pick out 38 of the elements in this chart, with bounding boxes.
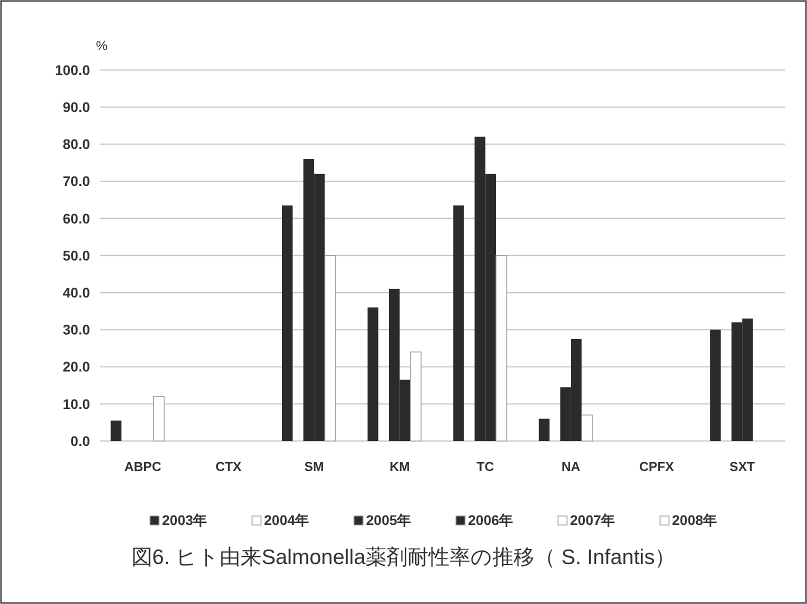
x-tick-label: CPFX [639,459,674,474]
y-tick-label: 80.0 [62,136,90,152]
y-tick-label: 20.0 [62,358,90,375]
bar [538,418,550,441]
legend-label: 2003年 [162,512,208,528]
legend-label: 2008年 [672,512,718,528]
y-tick-label: 90.0 [62,99,90,115]
bar [453,205,464,441]
bar [153,396,165,442]
y-tick-label: 30.0 [62,322,90,338]
legend-label: 2004年 [264,512,310,528]
bar [368,307,378,441]
x-tick-label: ABPC [124,459,162,474]
y-tick-label: 70.0 [62,173,90,190]
x-tick-label: TC [476,459,495,474]
bar [110,420,122,441]
x-tick-label: SM [304,459,324,474]
x-tick-label: KM [390,459,410,474]
bar [710,330,721,441]
y-axis-title: % [96,38,108,53]
legend-label: 2005年 [366,512,412,528]
y-tick-label: 100.0 [54,62,90,78]
y-tick-label: 50.0 [62,247,90,264]
bar [282,205,293,441]
bar [496,255,508,442]
x-tick-label: SXT [730,459,755,474]
y-tick-label: 60.0 [62,210,90,226]
legend-label: 2006年 [468,512,514,528]
x-tick-label: NA [562,459,581,474]
bar [324,255,336,442]
y-tick-label: 40.0 [62,284,90,300]
y-tick-label: 0.0 [70,432,90,449]
y-tick-label: 10.0 [62,396,90,412]
legend-label: 2007年 [570,512,616,528]
text: 図6. ヒト由来Salmonella薬剤耐性率の推移（ S. Infantis） [131,546,676,569]
bar [581,414,593,442]
bar [410,352,422,442]
x-tick-label: CTX [215,459,242,474]
